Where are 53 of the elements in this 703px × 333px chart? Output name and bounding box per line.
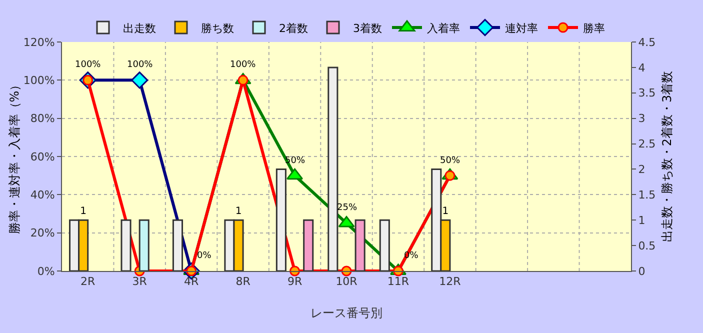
x-tick-label: 3R <box>132 275 148 288</box>
legend-label: 入着率 <box>427 22 460 35</box>
y-tick-label: 80% <box>30 112 55 126</box>
x-tick-label: 2R <box>80 275 96 288</box>
y2-tick-label: 1 <box>638 214 646 227</box>
y2-tick-label: 2.5 <box>638 138 656 151</box>
data-label: 0% <box>197 251 212 261</box>
data-label: 100% <box>75 60 102 70</box>
y-tick-label: 120% <box>23 36 55 49</box>
y2-tick-label: 2 <box>638 163 646 176</box>
bar <box>354 219 366 271</box>
y-axis-title: 勝率・連対率・入着率（%） <box>7 78 22 234</box>
data-label: 100% <box>230 60 256 70</box>
y2-tick-label: 1.5 <box>638 188 656 202</box>
y2-tick-label: 4.5 <box>638 36 656 49</box>
y2-tick-label: 0.5 <box>638 239 656 252</box>
y-tick-label: 60% <box>30 150 55 164</box>
legend-label: 3着数 <box>353 22 382 35</box>
y2-tick-label: 0 <box>638 264 646 278</box>
legend-label: 2着数 <box>279 22 308 35</box>
y2-tick-label: 3.5 <box>638 86 656 100</box>
x-tick-label: 12R <box>439 275 462 288</box>
data-label: 100% <box>127 60 154 70</box>
y2-tick-label: 4 <box>638 61 646 74</box>
y-tick-label: 40% <box>30 188 55 202</box>
data-label: 1 <box>80 206 87 218</box>
data-label: 1 <box>235 206 242 218</box>
x-tick-label: 10R <box>336 275 358 288</box>
data-label: 50% <box>440 156 460 166</box>
x-tick-label: 11R <box>387 275 410 288</box>
y2-tick-label: 3 <box>638 112 646 126</box>
x-axis-title: レース番号別 <box>310 306 382 320</box>
x-tick-label: 4R <box>184 275 199 288</box>
legend-label: 連対率 <box>505 22 538 35</box>
legend-label: 勝ち数 <box>201 22 234 35</box>
bar <box>120 219 132 271</box>
data-label: 1 <box>442 206 449 218</box>
bar <box>276 168 286 271</box>
bar <box>303 219 314 271</box>
y2-axis-title: 出走数・勝ち数・2着数・3着数 <box>660 70 674 242</box>
y-tick-label: 0% <box>37 264 55 278</box>
x-tick-label: 8R <box>236 275 251 288</box>
bar <box>138 219 150 271</box>
point <box>131 72 148 89</box>
bar <box>379 219 390 271</box>
legend-label: 勝率 <box>583 22 605 35</box>
legend-label: 出走数 <box>123 22 156 35</box>
y-tick-label: 20% <box>30 226 55 240</box>
x-tick-label: 9R <box>287 275 302 288</box>
point <box>286 168 304 180</box>
bar <box>172 219 184 271</box>
y-tick-label: 100% <box>23 74 55 88</box>
bar <box>328 66 338 271</box>
